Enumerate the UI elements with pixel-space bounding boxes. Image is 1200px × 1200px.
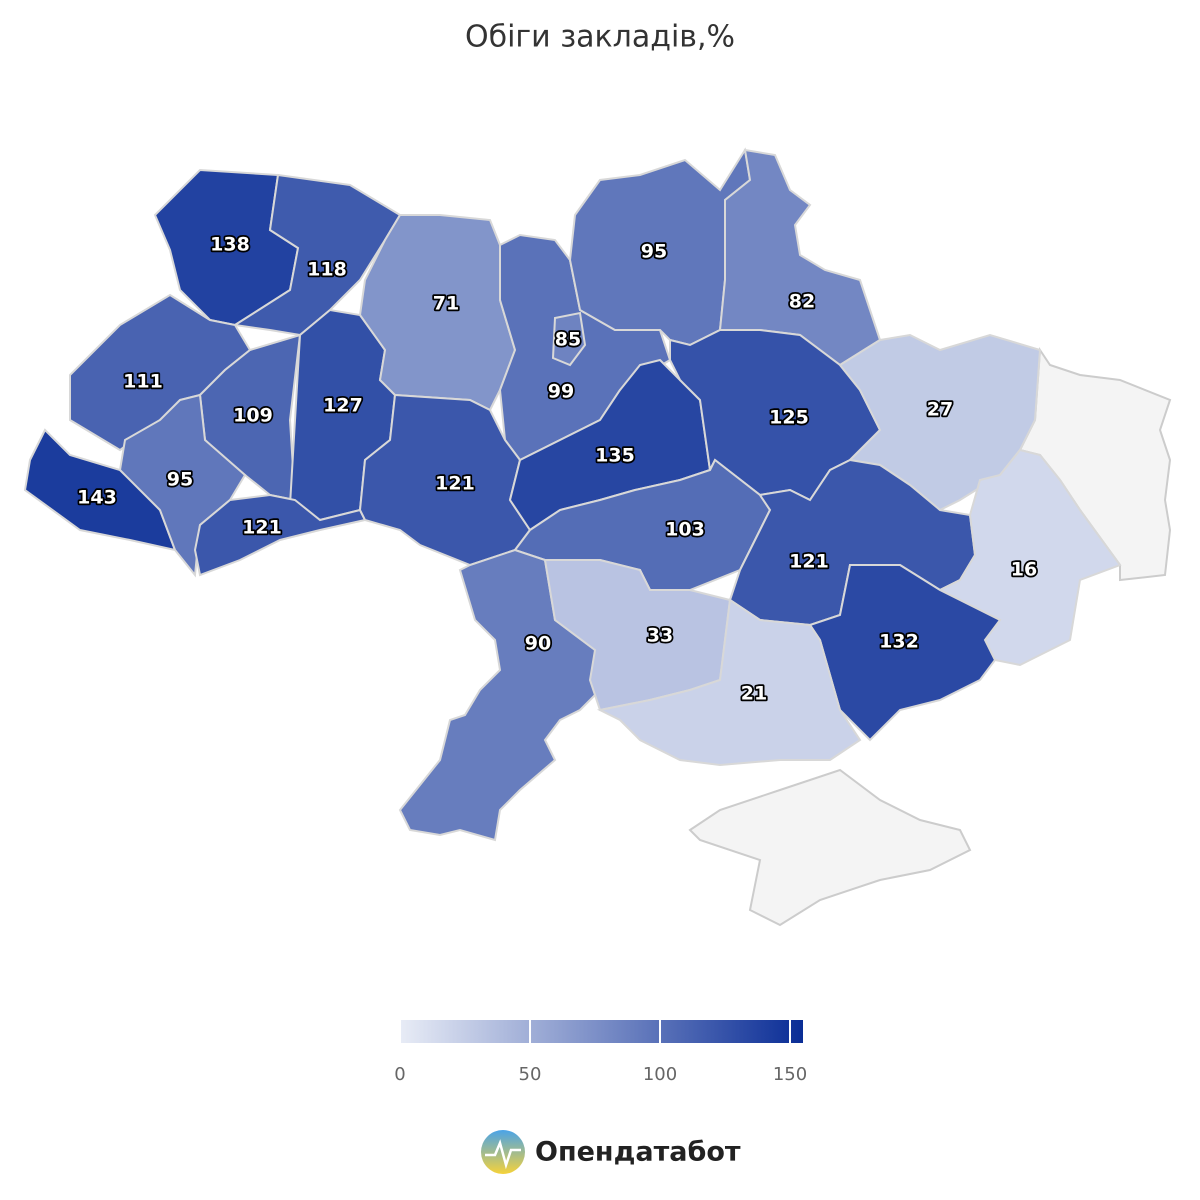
region-value-label: 82 bbox=[789, 291, 815, 313]
region-value-label: 21 bbox=[741, 683, 767, 705]
region bbox=[596, 598, 862, 767]
region-value-label: 118 bbox=[307, 259, 347, 281]
region bbox=[808, 564, 1002, 742]
legend-tick-label: 0 bbox=[394, 1064, 405, 1085]
region-value-label: 90 bbox=[525, 633, 551, 655]
region-value-label: 95 bbox=[641, 241, 667, 263]
region-value-label: 138 bbox=[210, 234, 250, 256]
region-value-label: 95 bbox=[167, 469, 193, 491]
region-value-label: 121 bbox=[435, 473, 475, 495]
region-value-label: 127 bbox=[323, 395, 363, 417]
region-value-label: 121 bbox=[242, 517, 282, 539]
region-value-label: 143 bbox=[77, 487, 117, 509]
region bbox=[193, 493, 367, 577]
map-title: Обіги закладів,% bbox=[465, 20, 735, 55]
region-value-label: 27 bbox=[927, 399, 953, 421]
region-value-label: 121 bbox=[789, 551, 829, 573]
color-bar bbox=[400, 1020, 803, 1043]
legend-tick-label: 150 bbox=[773, 1064, 807, 1085]
region-value-label: 16 bbox=[1011, 559, 1037, 581]
color-legend: 0 50 100 150 bbox=[394, 1020, 807, 1085]
region-value-label: 135 bbox=[595, 445, 635, 467]
map: 138 118 111 109 127 143 95 121 71 99 85 121 95 82 135 1… bbox=[23, 147, 1172, 927]
region-value-label: 125 bbox=[769, 407, 809, 429]
region-value-label: 103 bbox=[665, 519, 705, 541]
region bbox=[551, 311, 587, 367]
legend-tick-label: 100 bbox=[643, 1064, 677, 1085]
logo-pulse bbox=[485, 1139, 521, 1170]
region bbox=[118, 393, 247, 578]
region-value-label: 99 bbox=[548, 381, 574, 403]
region-value-label: 71 bbox=[433, 293, 459, 315]
logo-text: Опендатабот bbox=[535, 1137, 741, 1168]
region-value-label: 85 bbox=[555, 329, 581, 351]
region-value-label: 111 bbox=[123, 371, 163, 393]
region-no-data bbox=[688, 768, 972, 927]
region bbox=[23, 428, 177, 552]
logo: Опендатабот bbox=[481, 1130, 741, 1174]
region-value-label: 109 bbox=[233, 405, 273, 427]
legend-tick-label: 50 bbox=[519, 1064, 542, 1085]
region-value-label: 132 bbox=[879, 631, 919, 653]
region-value-label: 33 bbox=[647, 625, 673, 647]
